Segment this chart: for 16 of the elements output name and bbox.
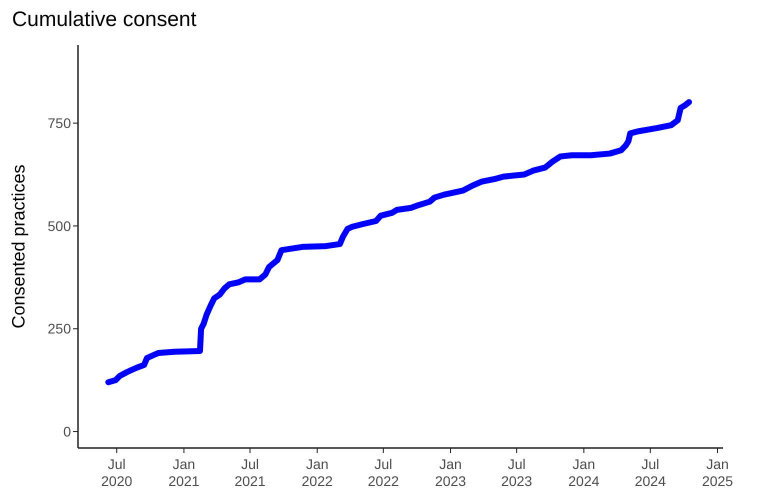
x-tick-label: Jan 2022 [302, 456, 334, 489]
x-tick-label: Jul 2024 [634, 456, 666, 489]
x-tick-label: Jul 2020 [101, 456, 132, 489]
x-tick-label: Jul 2023 [501, 456, 532, 489]
y-tick-label: 750 [48, 115, 72, 132]
x-tick-label: Jul 2021 [234, 456, 266, 489]
y-tick-label: 0 [63, 424, 72, 440]
y-tick-label: 250 [48, 320, 72, 337]
chart-title: Cumulative consent [12, 8, 196, 32]
y-tick-label: 500 [48, 218, 72, 234]
x-tick-label: Jul 2022 [368, 456, 400, 489]
y-axis-title: Consented practices [8, 164, 28, 329]
x-tick-label: Jan 2025 [702, 456, 734, 489]
x-tick-label: Jan 2023 [434, 456, 466, 489]
x-tick-label: Jan 2024 [568, 456, 600, 489]
x-tick-label: Jan 2021 [168, 456, 200, 489]
